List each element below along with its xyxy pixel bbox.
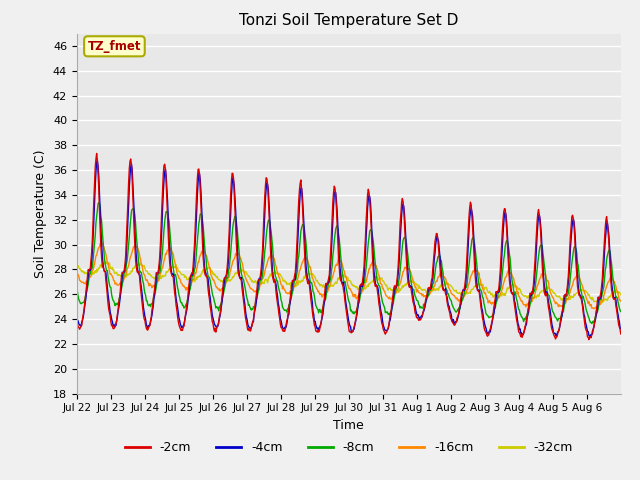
Y-axis label: Soil Temperature (C): Soil Temperature (C) bbox=[35, 149, 47, 278]
-2cm bbox=[73, 317, 81, 323]
-32cm bbox=[73, 262, 81, 268]
-2cm bbox=[436, 264, 444, 270]
-32cm bbox=[102, 259, 109, 265]
-8cm bbox=[73, 287, 81, 293]
-8cm bbox=[436, 253, 444, 259]
-4cm bbox=[237, 275, 245, 280]
-16cm bbox=[264, 256, 272, 262]
-2cm bbox=[138, 293, 145, 299]
-32cm bbox=[617, 292, 625, 298]
-8cm bbox=[406, 267, 413, 273]
-16cm bbox=[285, 290, 292, 296]
-32cm bbox=[285, 281, 292, 287]
Line: -4cm: -4cm bbox=[77, 161, 621, 336]
-16cm bbox=[237, 258, 245, 264]
Line: -8cm: -8cm bbox=[77, 203, 621, 324]
-32cm bbox=[436, 285, 444, 290]
-2cm bbox=[585, 336, 593, 342]
-8cm bbox=[138, 270, 145, 276]
X-axis label: Time: Time bbox=[333, 419, 364, 432]
-8cm bbox=[237, 271, 245, 276]
Line: -2cm: -2cm bbox=[77, 154, 621, 339]
-32cm bbox=[138, 262, 145, 267]
-4cm bbox=[93, 158, 101, 164]
-16cm bbox=[73, 270, 81, 276]
-4cm bbox=[264, 187, 272, 192]
-4cm bbox=[617, 325, 625, 331]
-8cm bbox=[617, 309, 625, 314]
-16cm bbox=[436, 271, 444, 277]
-32cm bbox=[264, 276, 272, 282]
-16cm bbox=[406, 266, 413, 272]
-8cm bbox=[264, 217, 272, 223]
-4cm bbox=[73, 312, 81, 318]
-2cm bbox=[617, 331, 625, 337]
-4cm bbox=[285, 312, 292, 317]
-2cm bbox=[93, 151, 100, 156]
-32cm bbox=[406, 277, 413, 283]
-16cm bbox=[99, 240, 106, 246]
Line: -32cm: -32cm bbox=[77, 262, 621, 303]
-2cm bbox=[237, 278, 245, 284]
Text: TZ_fmet: TZ_fmet bbox=[88, 40, 141, 53]
-32cm bbox=[237, 269, 245, 275]
Title: Tonzi Soil Temperature Set D: Tonzi Soil Temperature Set D bbox=[239, 13, 458, 28]
Legend: -2cm, -4cm, -8cm, -16cm, -32cm: -2cm, -4cm, -8cm, -16cm, -32cm bbox=[120, 436, 578, 459]
-8cm bbox=[285, 302, 292, 308]
-4cm bbox=[436, 253, 444, 259]
-16cm bbox=[138, 261, 145, 267]
-8cm bbox=[95, 200, 102, 205]
-2cm bbox=[406, 285, 413, 290]
-16cm bbox=[617, 298, 625, 304]
-4cm bbox=[138, 285, 145, 291]
Line: -16cm: -16cm bbox=[77, 243, 621, 309]
-2cm bbox=[264, 195, 272, 201]
-32cm bbox=[598, 300, 605, 306]
-8cm bbox=[588, 321, 596, 326]
-16cm bbox=[590, 306, 598, 312]
-2cm bbox=[285, 307, 292, 312]
-4cm bbox=[406, 284, 413, 289]
-4cm bbox=[586, 334, 593, 339]
